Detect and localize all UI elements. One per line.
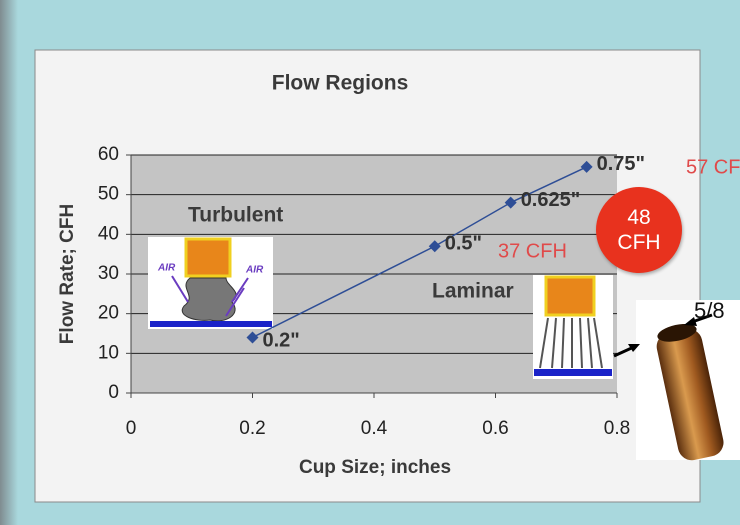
- callout-bubble: 48 CFH: [596, 187, 682, 273]
- x-tick-label: 0.6: [482, 418, 508, 439]
- laminar-illustration: [533, 275, 613, 379]
- y-tick-label: 30: [98, 263, 119, 284]
- point-label: 0.2": [263, 330, 300, 352]
- y-axis-title: Flow Rate; CFH: [57, 204, 78, 344]
- annotation: 57 CFH: [686, 156, 740, 178]
- annotation: 48 CFH: [609, 205, 669, 255]
- y-tick-label: 40: [98, 223, 119, 244]
- annotation: Turbulent: [188, 204, 283, 227]
- y-tick-label: 20: [98, 303, 119, 324]
- x-axis-title: Cup Size; inches: [299, 457, 451, 478]
- y-tick-label: 50: [98, 184, 119, 205]
- annotation: 5/8: [694, 298, 725, 323]
- annotation: AIR: [157, 263, 176, 274]
- y-tick-label: 60: [98, 144, 119, 165]
- annotation: Laminar: [432, 280, 514, 303]
- annotation: 37 CFH: [498, 240, 567, 262]
- annotation: AIR: [245, 265, 264, 276]
- x-tick-label: 0.4: [361, 418, 388, 439]
- slide: 010203040506000.20.40.60.8 Flow Regions …: [0, 0, 740, 525]
- point-label: 0.5": [445, 233, 482, 255]
- point-label: 0.625": [521, 189, 581, 211]
- x-tick-label: 0: [126, 418, 137, 439]
- chart-title: Flow Regions: [272, 72, 409, 95]
- left-edge: [0, 0, 18, 525]
- x-tick-label: 0.8: [604, 418, 630, 439]
- page: {"chart_data": {"type": "line", "title":…: [0, 0, 740, 525]
- point-label: 0.75": [597, 153, 645, 175]
- y-tick-label: 10: [98, 342, 119, 363]
- turbulent-illustration: [148, 237, 273, 329]
- x-tick-label: 0.2: [239, 418, 265, 439]
- y-tick-label: 0: [108, 382, 119, 403]
